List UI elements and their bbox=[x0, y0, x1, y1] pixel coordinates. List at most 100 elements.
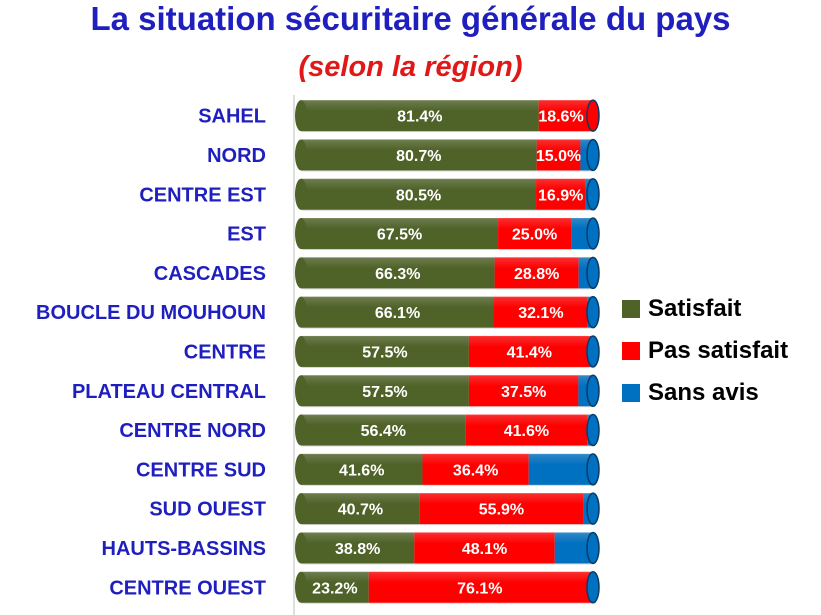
bar-cap-left bbox=[295, 218, 307, 250]
category-label-est: EST bbox=[227, 224, 266, 246]
value-label-pas-satisfait-boucle-du-mouhoun: 32.1% bbox=[518, 305, 563, 322]
bar-cap-right bbox=[586, 295, 600, 329]
bar-pas-satisfait-boucle-du-mouhoun bbox=[494, 296, 588, 328]
bar-pas-satisfait-centre-est bbox=[536, 178, 586, 210]
bar-cap-right bbox=[586, 492, 600, 525]
bar-cap-right bbox=[586, 453, 600, 486]
value-label-satisfait-centre-nord: 56.4% bbox=[361, 423, 406, 440]
bar-cap-right bbox=[586, 413, 600, 447]
bar-pas-satisfait-centre-nord bbox=[465, 414, 588, 446]
legend-item-pas-satisfait: Pas satisfait bbox=[622, 330, 788, 372]
bar-cap-left bbox=[295, 453, 307, 485]
bar-pas-satisfait-centre-ouest bbox=[368, 571, 591, 603]
value-label-pas-satisfait-centre-est: 16.9% bbox=[538, 187, 583, 204]
category-label-centre-ouest: CENTRE OUEST bbox=[109, 577, 266, 599]
legend: Satisfait Pas satisfait Sans avis bbox=[622, 288, 788, 414]
chart-title: La situation sécuritaire générale du pay… bbox=[90, 0, 731, 37]
value-label-pas-satisfait-est: 25.0% bbox=[512, 227, 557, 244]
legend-swatch-pas-satisfait bbox=[622, 342, 640, 360]
value-label-pas-satisfait-sud-ouest: 55.9% bbox=[479, 502, 524, 519]
bar-pas-satisfait-centre-sud bbox=[422, 453, 529, 485]
value-label-pas-satisfait-nord: 15.0% bbox=[536, 148, 581, 165]
bar-cap-left bbox=[295, 257, 307, 289]
value-label-pas-satisfait-centre: 41.4% bbox=[507, 344, 552, 361]
bar-satisfait-boucle-du-mouhoun bbox=[301, 296, 495, 328]
value-label-pas-satisfait-plateau-central: 37.5% bbox=[501, 384, 546, 401]
value-label-pas-satisfait-centre-nord: 41.6% bbox=[504, 423, 549, 440]
bar-cap-right bbox=[586, 99, 600, 132]
value-label-pas-satisfait-cascades: 28.8% bbox=[514, 266, 559, 283]
bar-pas-satisfait-plateau-central bbox=[468, 375, 579, 407]
bar-cap-left bbox=[295, 100, 307, 132]
value-label-pas-satisfait-hauts-bassins: 48.1% bbox=[462, 541, 507, 558]
value-label-pas-satisfait-centre-ouest: 76.1% bbox=[457, 580, 502, 597]
bar-satisfait-centre-est bbox=[301, 178, 537, 210]
category-label-cascades: CASCADES bbox=[154, 263, 266, 285]
bar-cap-left bbox=[295, 375, 307, 407]
bar-satisfait-nord bbox=[301, 139, 537, 171]
bar-satisfait-centre bbox=[301, 335, 469, 367]
legend-item-sans-avis: Sans avis bbox=[622, 372, 788, 414]
bar-cap-right bbox=[586, 531, 600, 565]
legend-swatch-sans-avis bbox=[622, 384, 640, 402]
bar-satisfait-centre-ouest bbox=[301, 571, 369, 603]
category-label-sahel: SAHEL bbox=[198, 106, 266, 128]
bar-satisfait-est bbox=[301, 218, 499, 250]
category-label-boucle-du-mouhoun: BOUCLE DU MOUHOUN bbox=[36, 302, 266, 324]
category-label-nord: NORD bbox=[207, 145, 266, 167]
value-label-satisfait-plateau-central: 57.5% bbox=[362, 384, 407, 401]
chart-subtitle: (selon la région) bbox=[298, 51, 523, 83]
value-label-satisfait-hauts-bassins: 38.8% bbox=[335, 541, 380, 558]
bar-cap-left bbox=[295, 139, 307, 171]
bar-cap-right bbox=[586, 374, 600, 407]
bar-cap-right bbox=[586, 138, 600, 172]
category-label-sud-ouest: SUD OUEST bbox=[149, 499, 266, 521]
bar-cap-left bbox=[295, 532, 307, 564]
bar-pas-satisfait-sahel bbox=[538, 100, 593, 132]
bar-pas-satisfait-hauts-bassins bbox=[414, 532, 555, 564]
bar-pas-satisfait-centre bbox=[468, 335, 590, 367]
value-label-pas-satisfait-centre-sud: 36.4% bbox=[453, 462, 498, 479]
bar-cap-right bbox=[586, 335, 600, 368]
bar-cap-left bbox=[295, 335, 307, 367]
bar-satisfait-sahel bbox=[301, 100, 539, 132]
legend-label-satisfait: Satisfait bbox=[648, 295, 742, 322]
value-label-satisfait-est: 67.5% bbox=[377, 227, 422, 244]
bar-satisfait-hauts-bassins bbox=[301, 532, 415, 564]
bar-pas-satisfait-nord bbox=[536, 139, 581, 171]
bar-cap-left bbox=[295, 493, 307, 525]
bar-cap-right bbox=[586, 571, 600, 604]
bar-satisfait-centre-nord bbox=[301, 414, 466, 446]
bar-pas-satisfait-est bbox=[498, 218, 572, 250]
bar-cap-left bbox=[295, 296, 307, 328]
bar-cap-right bbox=[586, 217, 600, 250]
bar-satisfait-cascades bbox=[301, 257, 495, 289]
value-label-satisfait-sud-ouest: 40.7% bbox=[338, 502, 383, 519]
legend-swatch-satisfait bbox=[622, 300, 640, 318]
value-label-satisfait-centre-ouest: 23.2% bbox=[312, 580, 357, 597]
bar-cap-left bbox=[295, 414, 307, 446]
bar-pas-satisfait-cascades bbox=[494, 257, 579, 289]
value-label-satisfait-sahel: 81.4% bbox=[397, 109, 442, 126]
bar-satisfait-plateau-central bbox=[301, 375, 469, 407]
bar-satisfait-centre-sud bbox=[301, 453, 423, 485]
bar-satisfait-sud-ouest bbox=[301, 493, 420, 525]
bar-cap-right bbox=[586, 178, 600, 211]
value-label-satisfait-cascades: 66.3% bbox=[375, 266, 420, 283]
value-label-satisfait-centre: 57.5% bbox=[362, 344, 407, 361]
value-label-pas-satisfait-sahel: 18.6% bbox=[538, 109, 583, 126]
bar-sans-avis-centre-sud bbox=[528, 453, 593, 485]
category-label-plateau-central: PLATEAU CENTRAL bbox=[72, 381, 266, 403]
category-label-hauts-bassins: HAUTS-BASSINS bbox=[102, 538, 266, 560]
category-label-centre-nord: CENTRE NORD bbox=[119, 420, 266, 442]
category-label-centre-est: CENTRE EST bbox=[139, 184, 266, 206]
value-label-satisfait-boucle-du-mouhoun: 66.1% bbox=[375, 305, 420, 322]
bar-cap-left bbox=[295, 178, 307, 210]
legend-label-pas-satisfait: Pas satisfait bbox=[648, 337, 789, 364]
category-label-centre-sud: CENTRE SUD bbox=[136, 459, 266, 481]
legend-item-satisfait: Satisfait bbox=[622, 288, 788, 330]
bar-pas-satisfait-sud-ouest bbox=[419, 493, 584, 525]
bar-cap-right bbox=[586, 256, 600, 290]
category-label-centre: CENTRE bbox=[184, 341, 266, 363]
